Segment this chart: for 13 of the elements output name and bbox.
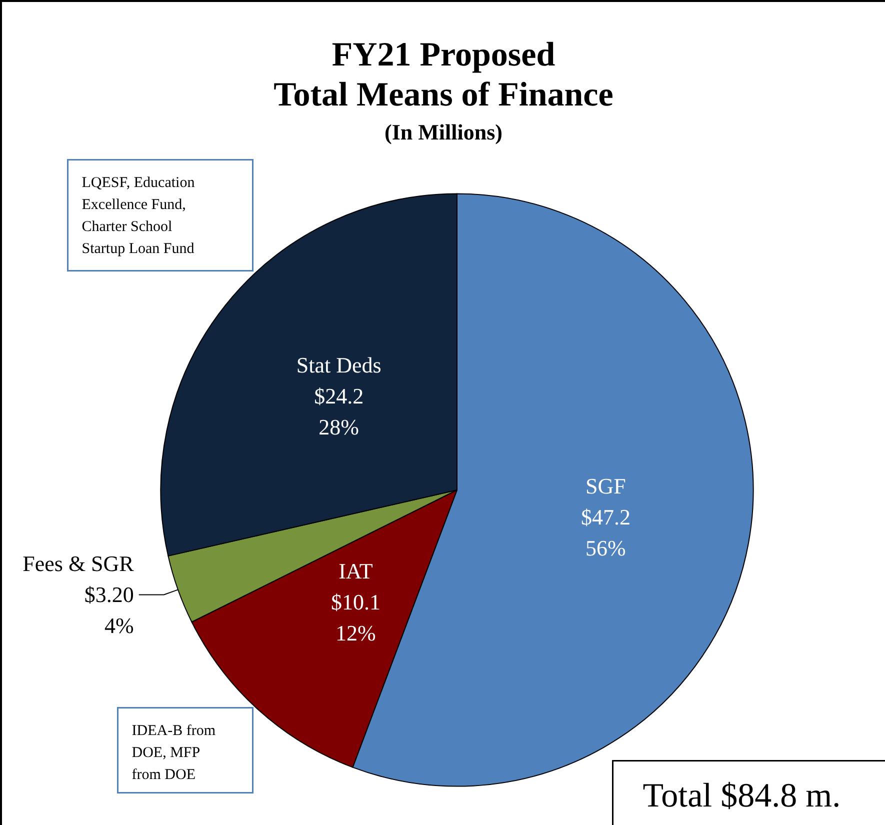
data-label: $47.2 56% [580,504,630,561]
text: LQESF, Education Excellence Fund, Charter School Startup Loan Fund [82,174,196,257]
chart-title: FY21 Proposed Total Means of Finance [274,36,614,114]
data-label: $10.1 12% [330,590,380,646]
data-label: $3.20 4% [84,582,134,638]
data-label: $24.2 28% [314,383,364,440]
slice-label: IAT [338,558,374,584]
slice-label: Fees & SGR [22,551,134,576]
chart-subtitle: (In Millions) [384,120,502,144]
slice-label: SGF [586,474,626,499]
text: Total $84.8 m. [642,777,841,814]
slice-label: Stat Deds [296,352,382,378]
text: IDEA-B from DOE, MFP from DOE [132,722,216,783]
